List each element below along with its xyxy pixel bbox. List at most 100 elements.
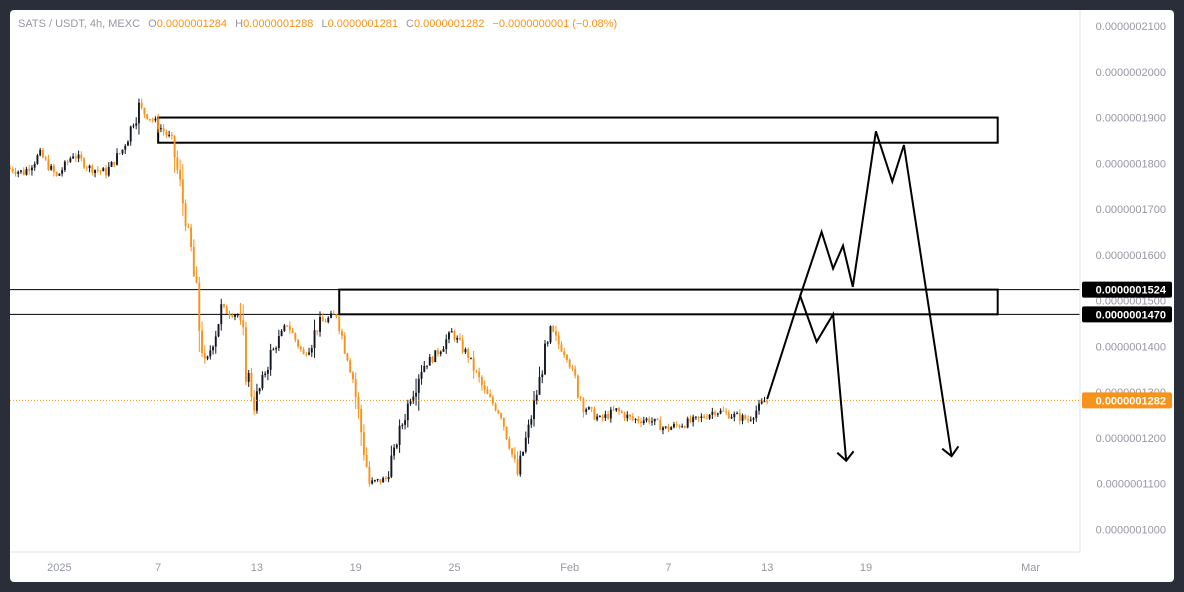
- candle-body: [30, 167, 33, 171]
- candle-body: [560, 344, 563, 352]
- candle-body: [420, 371, 423, 379]
- candle-body: [645, 418, 648, 421]
- candle-body: [486, 389, 489, 394]
- candle-body: [129, 126, 132, 142]
- candle-body: [214, 336, 217, 347]
- candle-body: [629, 414, 632, 417]
- candle-body: [280, 330, 283, 337]
- candle-body: [494, 403, 497, 411]
- candle-body: [744, 415, 747, 420]
- candle-body: [387, 477, 390, 480]
- candle-body: [113, 161, 116, 165]
- candle-body: [640, 421, 642, 424]
- candle-body: [277, 336, 280, 348]
- candle-body: [461, 339, 464, 353]
- candle-body: [357, 396, 360, 409]
- time-tick-label: Feb: [560, 562, 579, 574]
- candle-body: [442, 349, 445, 352]
- candle-body: [33, 163, 36, 168]
- candle-body: [321, 316, 324, 322]
- candle-body: [502, 417, 505, 427]
- candle-body: [379, 479, 382, 483]
- candle-body: [480, 377, 483, 386]
- candle-body: [552, 326, 555, 332]
- candle-body: [716, 413, 719, 415]
- candle-body: [653, 418, 656, 422]
- candle-body: [360, 408, 363, 433]
- candle-body: [500, 413, 503, 418]
- price-tick-label: 0.0000001400: [1096, 341, 1166, 353]
- candle-body: [719, 410, 722, 414]
- chart-panel[interactable]: 0.0000002100 0.0000002000 0.0000001900 0.00…: [10, 10, 1174, 582]
- candle-body: [258, 388, 261, 392]
- candle-body: [132, 125, 135, 127]
- candle-body: [116, 153, 118, 165]
- candle-body: [549, 326, 552, 343]
- candle-body: [28, 168, 31, 171]
- candle-body: [469, 357, 472, 359]
- legend-high-key: H: [235, 18, 244, 30]
- candle-body: [758, 403, 760, 411]
- candle-body: [585, 409, 588, 412]
- candle-body: [107, 166, 110, 176]
- price-tick-label: 0.0000002000: [1096, 67, 1166, 79]
- candle-body: [351, 372, 354, 380]
- candle-body: [409, 401, 412, 404]
- candle-body: [458, 337, 461, 340]
- candle-body: [527, 424, 530, 438]
- candle-body: [110, 161, 113, 167]
- candle-body: [489, 393, 492, 398]
- candle-body: [20, 170, 22, 172]
- candle-body: [401, 424, 404, 426]
- candle-body: [179, 169, 182, 180]
- candle-body: [609, 409, 612, 419]
- candle-body: [148, 118, 151, 120]
- candle-body: [91, 165, 94, 173]
- candle-body: [261, 375, 264, 389]
- legend-symbol[interactable]: SATS / USDT, 4h, MEXC: [18, 18, 141, 30]
- price-tag-label: 0.0000001282: [1096, 395, 1166, 407]
- candle-body: [686, 418, 689, 428]
- resistance-box-mid: [338, 288, 999, 316]
- legend-high-value: 0.0000001288: [243, 18, 314, 30]
- candle-body: [450, 331, 453, 333]
- candle-body: [766, 401, 769, 403]
- candle-body: [725, 411, 728, 413]
- price-chart[interactable]: 0.0000002100 0.0000002000 0.0000001900 0.00…: [10, 10, 1174, 582]
- candle-body: [338, 316, 341, 331]
- candle-body: [102, 168, 105, 172]
- candle-body: [255, 391, 258, 411]
- candle-body: [124, 145, 127, 150]
- candle-body: [437, 350, 439, 355]
- price-tick-label: 0.0000001200: [1096, 433, 1166, 445]
- candle-body: [83, 158, 86, 168]
- candle-body: [738, 413, 741, 421]
- candle-body: [505, 426, 508, 440]
- candle-body: [415, 392, 418, 397]
- candle-body: [574, 368, 577, 376]
- candle-body: [404, 420, 407, 425]
- projection-path: [766, 292, 848, 461]
- time-axis: 2025 7 13 19 25 Feb 7 13 19 Mar: [10, 551, 1080, 574]
- price-tag-box: [1082, 281, 1172, 298]
- candle-body: [170, 134, 173, 137]
- candle-body: [571, 367, 574, 369]
- candle-body: [127, 141, 129, 146]
- candle-body: [244, 327, 247, 382]
- candle-body: [587, 407, 590, 410]
- candle-body: [55, 172, 58, 176]
- candle-body: [705, 417, 708, 419]
- price-tick-label: 0.0000002100: [1096, 21, 1166, 33]
- candle-body: [747, 419, 749, 421]
- candle-body: [522, 451, 525, 456]
- candle-body: [576, 375, 579, 398]
- candle-body: [637, 418, 640, 422]
- candle-body: [137, 102, 140, 124]
- candle-body: [146, 114, 149, 119]
- price-tag-box: [1082, 392, 1172, 409]
- time-tick-label: 19: [860, 562, 872, 574]
- candle-body: [140, 102, 143, 108]
- candle-body: [190, 227, 193, 248]
- candle-body: [631, 416, 634, 420]
- candle-body: [664, 426, 667, 428]
